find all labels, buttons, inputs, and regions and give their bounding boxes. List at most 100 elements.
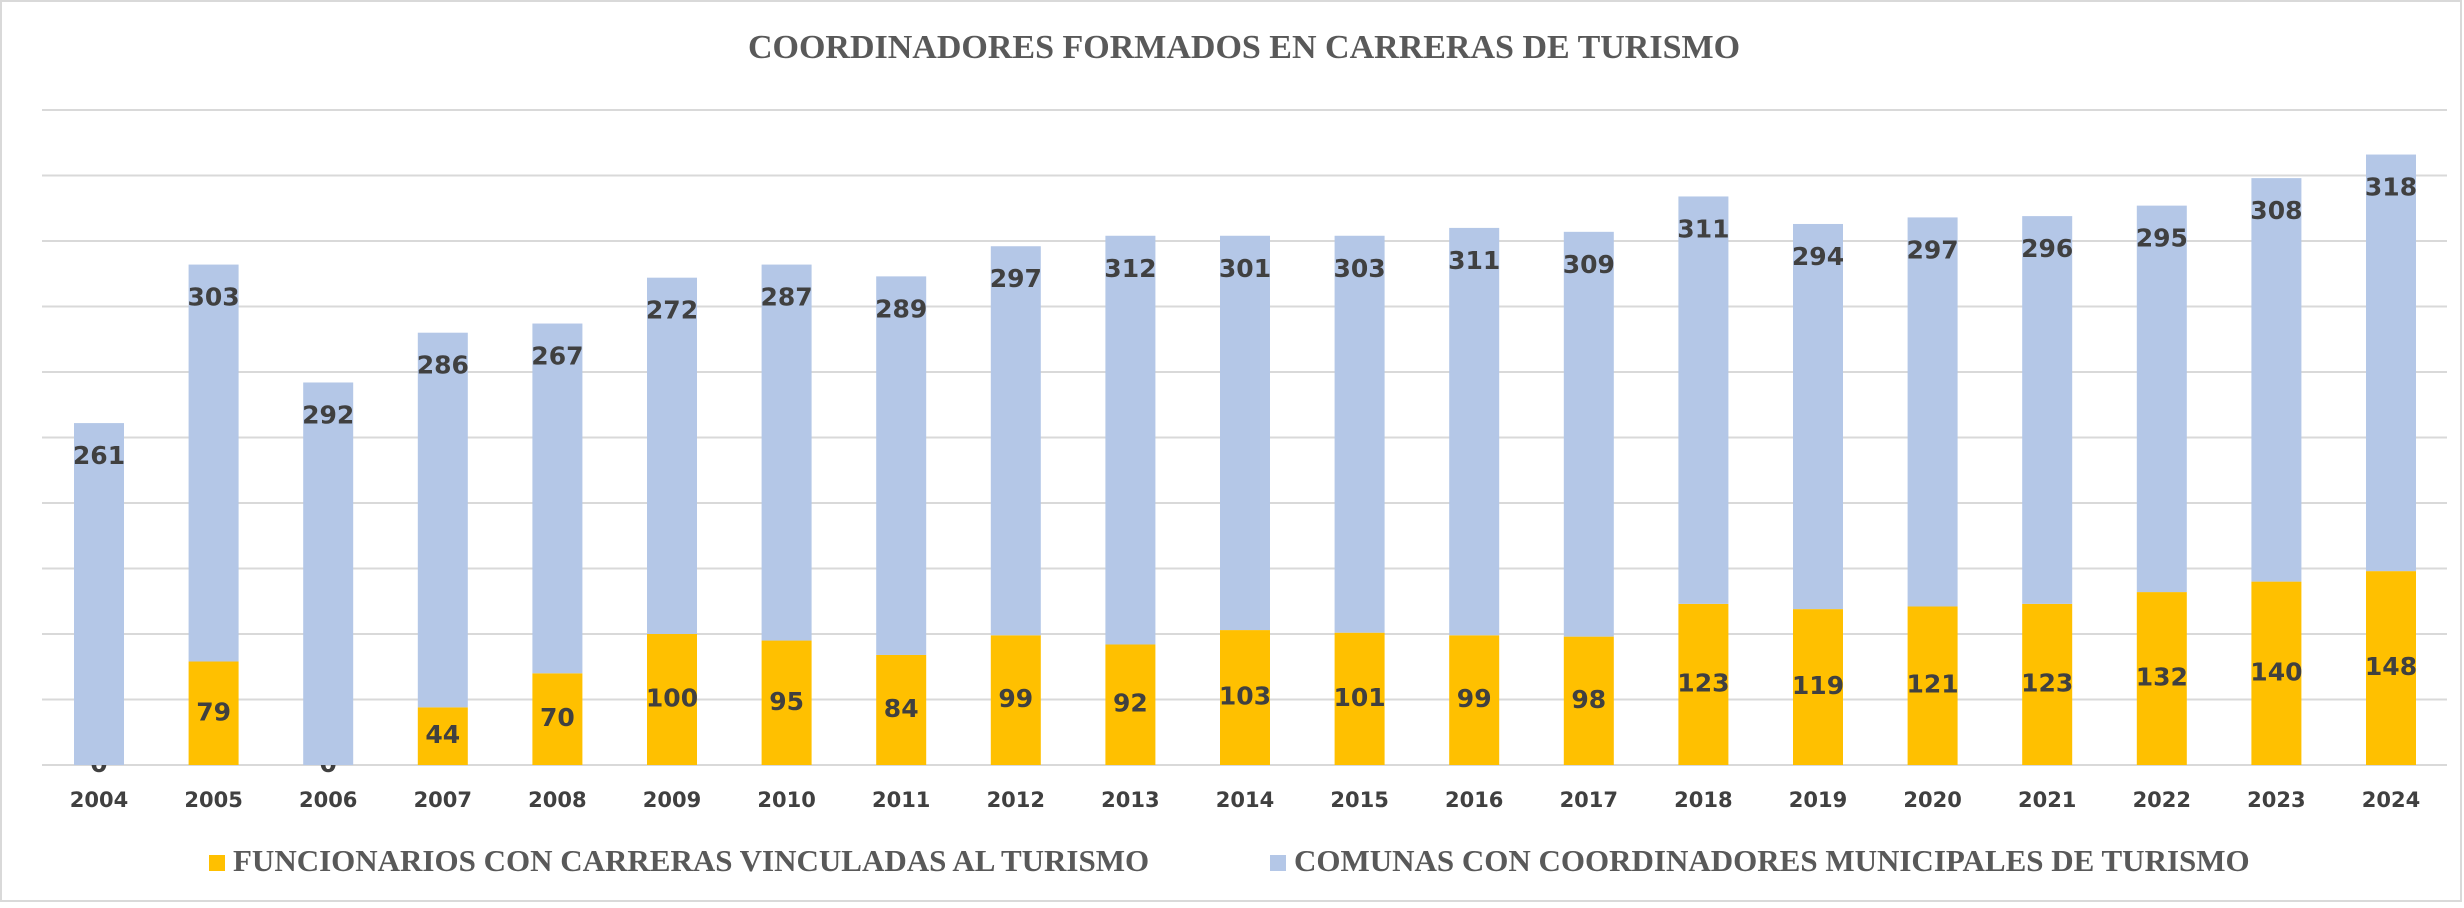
data-label: 99	[1457, 684, 1492, 713]
data-label: 92	[1113, 689, 1148, 718]
bar-segment	[876, 654, 927, 765]
bar-segment	[1449, 635, 1500, 765]
data-label: 84	[884, 694, 919, 723]
bar-segment	[1105, 235, 1156, 645]
data-label: 312	[1104, 254, 1156, 283]
bar-segment	[647, 277, 697, 634]
x-tick-label: 2018	[1674, 788, 1732, 812]
legend-swatch	[209, 855, 225, 871]
data-label: 132	[2136, 663, 2188, 692]
data-label: 297	[990, 264, 1042, 293]
data-label: 148	[2365, 652, 2417, 681]
bar-segment	[1678, 196, 1729, 604]
x-tick-label: 2024	[2362, 788, 2420, 812]
bar-segment	[417, 707, 468, 765]
data-label: 287	[761, 283, 813, 312]
data-label: 79	[196, 697, 231, 726]
data-label: 140	[2250, 657, 2302, 686]
x-tick-label: 2023	[2247, 788, 2305, 812]
data-label: 123	[1677, 668, 1729, 697]
data-label: 289	[875, 294, 927, 323]
bar-segment	[2366, 571, 2416, 765]
data-label: 292	[302, 400, 354, 429]
data-label: 100	[646, 684, 698, 713]
data-label: 301	[1219, 254, 1271, 283]
x-tick-label: 2017	[1560, 788, 1618, 812]
bar-segment	[2136, 592, 2187, 765]
data-label: 311	[1677, 214, 1729, 243]
chart-title: COORDINADORES FORMADOS EN CARRERAS DE TU…	[748, 29, 1740, 66]
x-tick-label: 2012	[987, 788, 1045, 812]
bar-segment	[647, 634, 697, 765]
x-tick-label: 2019	[1789, 788, 1847, 812]
data-label: 119	[1792, 671, 1844, 700]
bar-segment	[1334, 235, 1385, 633]
bar-segment	[1563, 231, 1614, 637]
x-tick-label: 2016	[1445, 788, 1503, 812]
data-label: 286	[417, 351, 469, 380]
x-tick-label: 2005	[184, 788, 242, 812]
bar-segment	[74, 423, 124, 765]
bar-segment	[2251, 178, 2302, 582]
bar-segment	[1334, 632, 1385, 765]
bar-segment	[1563, 636, 1614, 765]
x-tick-label: 2013	[1101, 788, 1159, 812]
data-label: 261	[73, 441, 125, 470]
data-label: 101	[1334, 683, 1386, 712]
x-tick-label: 2007	[414, 788, 472, 812]
legend-swatch	[1270, 855, 1286, 871]
bar-segment	[188, 661, 239, 765]
data-label: 70	[540, 703, 575, 732]
bar-segment	[2251, 581, 2302, 765]
bar-segment	[303, 382, 354, 765]
x-tick-label: 2022	[2133, 788, 2191, 812]
data-label: 303	[188, 283, 240, 312]
bar-segment	[2022, 216, 2073, 604]
data-label: 123	[2021, 668, 2073, 697]
bar-segment	[876, 276, 927, 655]
data-label: 121	[1907, 670, 1959, 699]
bar-segment	[532, 673, 583, 765]
bar-segment	[2022, 603, 2073, 765]
data-label: 99	[998, 684, 1033, 713]
bar-segment	[1449, 227, 1500, 636]
bar-segment	[761, 640, 812, 765]
x-tick-label: 2006	[299, 788, 357, 812]
data-label: 294	[1792, 242, 1844, 271]
bar-segment	[1793, 223, 1843, 610]
x-tick-label: 2014	[1216, 788, 1274, 812]
x-tick-label: 2010	[757, 788, 815, 812]
data-label: 44	[425, 720, 460, 749]
bar-segment	[1907, 217, 1958, 607]
bar-segment	[2366, 154, 2416, 572]
x-tick-label: 2011	[872, 788, 930, 812]
x-tick-label: 2009	[643, 788, 701, 812]
legend-label: FUNCIONARIOS CON CARRERAS VINCULADAS AL …	[233, 843, 1149, 878]
data-label: 95	[769, 687, 804, 716]
bar-segment	[532, 323, 583, 674]
data-label: 297	[1907, 235, 1959, 264]
bar-segment	[1907, 606, 1958, 765]
data-label: 267	[531, 342, 583, 371]
data-label: 311	[1448, 246, 1500, 275]
bar-segment	[2136, 205, 2187, 593]
x-tick-label: 2004	[70, 788, 128, 812]
data-label: 103	[1219, 682, 1271, 711]
data-label: 309	[1563, 250, 1615, 279]
data-label: 295	[2136, 224, 2188, 253]
data-label: 303	[1334, 254, 1386, 283]
data-label: 98	[1571, 685, 1606, 714]
x-tick-label: 2021	[2018, 788, 2076, 812]
x-tick-label: 2020	[1903, 788, 1961, 812]
bar-segment	[1105, 644, 1156, 765]
bar-segment	[1678, 603, 1729, 765]
data-label: 308	[2250, 196, 2302, 225]
bar-segment	[188, 264, 239, 662]
bar-segment	[990, 635, 1041, 765]
x-tick-label: 2008	[528, 788, 586, 812]
legend-label: COMUNAS CON COORDINADORES MUNICIPALES DE…	[1294, 843, 2250, 878]
bar-segment	[990, 246, 1041, 636]
data-label: 272	[646, 296, 698, 325]
bar-segment	[417, 332, 468, 708]
